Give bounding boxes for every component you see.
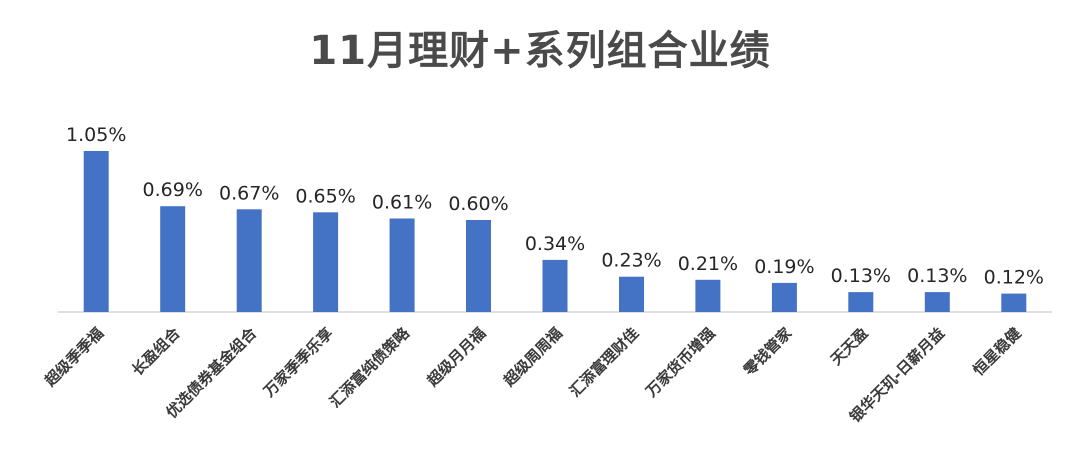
category-label: 超级季季福 <box>41 324 107 390</box>
data-label: 0.13% <box>831 265 891 287</box>
data-label: 0.60% <box>448 193 508 215</box>
data-label: 0.19% <box>754 256 814 278</box>
chart-title: 11月理财+系列组合业绩 <box>309 28 771 74</box>
category-label: 万家货币增强 <box>642 324 719 401</box>
bar <box>771 282 797 312</box>
data-label: 0.61% <box>372 192 432 214</box>
data-label: 0.13% <box>907 265 967 287</box>
bar <box>1001 293 1027 312</box>
category-label: 汇添富理财佳 <box>566 324 642 400</box>
bar <box>848 292 874 312</box>
category-label: 天天盈 <box>827 324 872 369</box>
bar <box>924 292 950 312</box>
category-label: 恒星稳健 <box>969 324 1024 379</box>
bar <box>236 209 262 312</box>
bar <box>542 259 568 312</box>
bar <box>389 218 415 312</box>
category-label: 汇添富纯债策略 <box>326 323 414 411</box>
category-label: 超级周周福 <box>499 324 565 390</box>
data-label: 0.21% <box>678 253 738 275</box>
category-label: 万家季季乐享 <box>259 324 336 401</box>
category-label: 超级月月福 <box>423 324 489 390</box>
bar <box>695 279 721 312</box>
data-label: 0.12% <box>984 267 1044 289</box>
data-label: 1.05% <box>66 124 126 146</box>
bar <box>313 212 339 312</box>
data-label: 0.69% <box>143 179 203 201</box>
bar <box>160 206 186 312</box>
category-label: 长盈组合 <box>128 323 184 379</box>
bar <box>466 220 491 312</box>
bar <box>619 276 644 312</box>
data-label: 0.67% <box>219 182 279 204</box>
data-label: 0.23% <box>601 250 661 272</box>
bar <box>83 151 109 312</box>
category-label: 零钱管家 <box>739 324 795 380</box>
data-label: 0.34% <box>525 233 585 255</box>
data-label: 0.65% <box>295 185 355 207</box>
